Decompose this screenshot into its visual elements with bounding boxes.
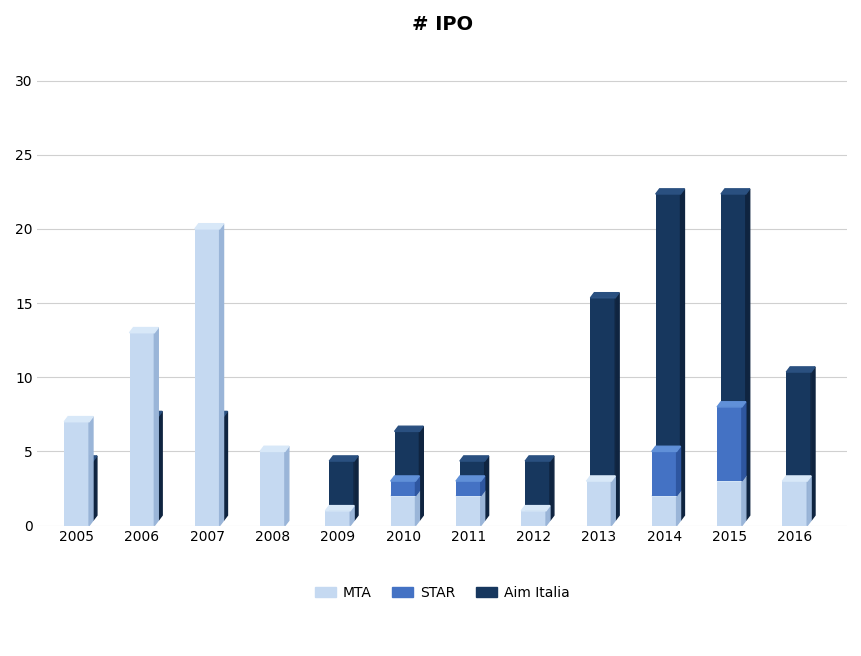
Polygon shape: [679, 189, 684, 520]
Bar: [651, 451, 676, 496]
Polygon shape: [325, 506, 354, 511]
Bar: [390, 496, 415, 525]
Bar: [455, 481, 480, 496]
Polygon shape: [810, 367, 814, 520]
Polygon shape: [676, 446, 679, 496]
Polygon shape: [415, 491, 419, 525]
Legend: MTA, STAR, Aim Italia: MTA, STAR, Aim Italia: [309, 580, 574, 605]
Polygon shape: [745, 189, 749, 520]
Polygon shape: [93, 456, 96, 520]
Polygon shape: [806, 476, 810, 525]
Bar: [129, 333, 154, 525]
Polygon shape: [785, 367, 814, 372]
Polygon shape: [480, 491, 484, 525]
Polygon shape: [651, 491, 679, 496]
Polygon shape: [716, 476, 745, 481]
Polygon shape: [285, 446, 288, 525]
Bar: [585, 481, 610, 525]
Bar: [394, 432, 419, 520]
Bar: [325, 511, 350, 525]
Polygon shape: [651, 446, 679, 451]
Bar: [655, 194, 679, 520]
Bar: [716, 407, 741, 481]
Bar: [329, 461, 354, 520]
Polygon shape: [65, 417, 93, 422]
Polygon shape: [199, 411, 227, 417]
Bar: [195, 229, 220, 525]
Polygon shape: [329, 456, 357, 461]
Polygon shape: [455, 476, 484, 481]
Bar: [199, 417, 223, 520]
Polygon shape: [394, 426, 423, 432]
Polygon shape: [676, 491, 679, 525]
Bar: [455, 496, 480, 525]
Polygon shape: [129, 327, 158, 333]
Polygon shape: [459, 456, 488, 461]
Bar: [133, 417, 158, 520]
Polygon shape: [419, 426, 423, 520]
Bar: [785, 372, 810, 520]
Polygon shape: [415, 476, 419, 496]
Bar: [782, 481, 806, 525]
Polygon shape: [390, 476, 419, 481]
Polygon shape: [741, 476, 745, 525]
Polygon shape: [455, 491, 484, 496]
Polygon shape: [741, 401, 745, 481]
Polygon shape: [158, 411, 162, 520]
Polygon shape: [585, 476, 615, 481]
Polygon shape: [350, 506, 354, 525]
Polygon shape: [720, 189, 749, 194]
Polygon shape: [195, 224, 223, 229]
Polygon shape: [716, 401, 745, 407]
Polygon shape: [480, 476, 484, 496]
Title: # IPO: # IPO: [412, 15, 472, 34]
Bar: [459, 461, 484, 520]
Polygon shape: [154, 327, 158, 525]
Bar: [390, 481, 415, 496]
Bar: [68, 461, 93, 520]
Polygon shape: [223, 411, 227, 520]
Bar: [716, 481, 741, 525]
Polygon shape: [549, 456, 554, 520]
Polygon shape: [390, 491, 419, 496]
Polygon shape: [655, 189, 684, 194]
Polygon shape: [89, 417, 93, 525]
Polygon shape: [220, 224, 223, 525]
Polygon shape: [133, 411, 162, 417]
Polygon shape: [484, 456, 488, 520]
Polygon shape: [610, 476, 615, 525]
Polygon shape: [68, 456, 96, 461]
Bar: [720, 194, 745, 520]
Bar: [65, 422, 89, 525]
Polygon shape: [260, 446, 288, 451]
Polygon shape: [354, 456, 357, 520]
Bar: [524, 461, 549, 520]
Polygon shape: [521, 506, 549, 511]
Polygon shape: [782, 476, 810, 481]
Bar: [651, 496, 676, 525]
Polygon shape: [590, 293, 618, 298]
Polygon shape: [524, 456, 554, 461]
Bar: [260, 451, 285, 525]
Bar: [590, 298, 615, 520]
Bar: [521, 511, 545, 525]
Polygon shape: [545, 506, 549, 525]
Polygon shape: [615, 293, 618, 520]
